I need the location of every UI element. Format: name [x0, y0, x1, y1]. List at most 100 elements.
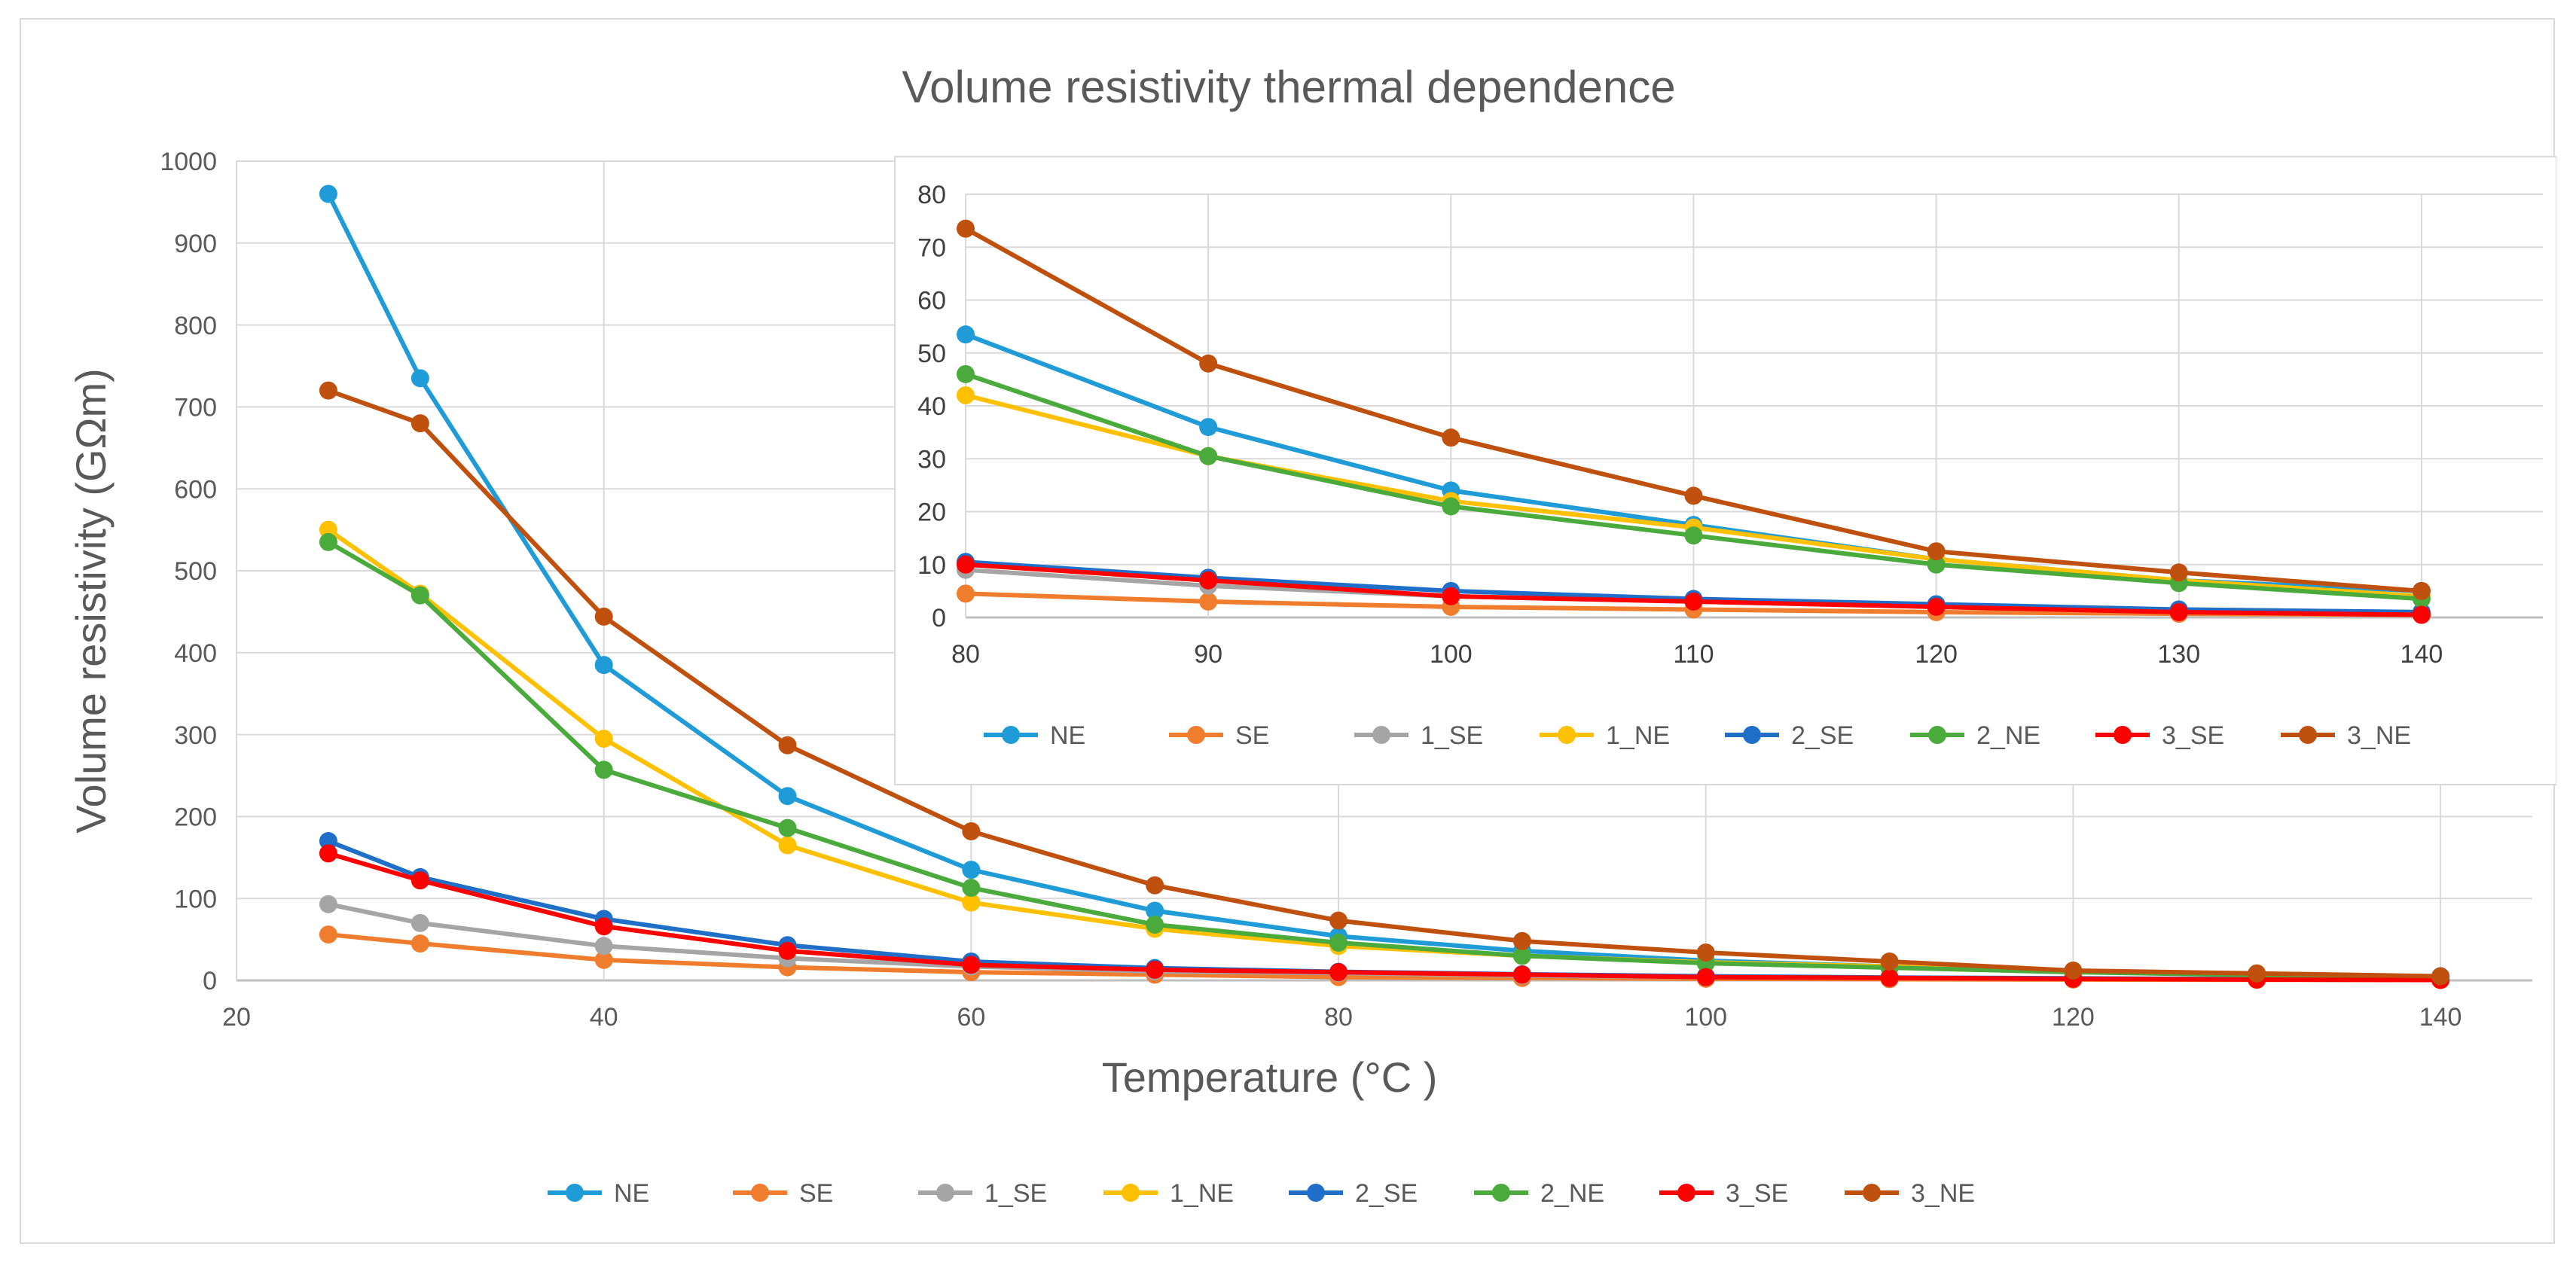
main-point-3_SE	[1329, 963, 1348, 982]
main-point-NE	[1146, 901, 1164, 920]
main-point-3_SE	[962, 956, 981, 974]
main-point-2_NE	[411, 586, 429, 605]
main-y-tick-label: 900	[174, 230, 217, 258]
main-legend-label: SE	[799, 1179, 833, 1208]
main-point-3_NE	[1329, 911, 1348, 930]
main-point-NE	[319, 184, 337, 203]
main-point-SE	[594, 950, 613, 969]
main-y-tick-label: 200	[174, 803, 217, 832]
inset-point-SE	[1199, 592, 1218, 611]
inset-y-tick-label: 10	[917, 551, 946, 580]
inset-point-3_SE	[1442, 587, 1460, 605]
inset-legend-marker	[2299, 726, 2317, 744]
inset-frame	[894, 156, 2556, 785]
main-point-1_NE	[594, 730, 613, 748]
inset-legend-label: NE	[1050, 721, 1085, 750]
main-legend-item: 3_NE	[1845, 1179, 1975, 1208]
main-point-SE	[319, 925, 337, 944]
inset-point-3_NE	[2412, 581, 2431, 600]
inset-y-tick-label: 60	[917, 287, 946, 316]
main-point-2_NE	[1512, 946, 1531, 965]
main-y-tick-label: 600	[174, 475, 217, 504]
inset-point-3_SE	[1927, 597, 1946, 616]
main-point-2_NE	[319, 532, 337, 551]
main-point-NE	[411, 369, 429, 388]
inset-point-2_NE	[1442, 497, 1460, 516]
inset-point-3_NE	[1927, 542, 1946, 561]
inset-y-tick-label: 0	[932, 604, 946, 633]
inset-point-3_SE	[957, 555, 975, 574]
main-legend-marker	[1492, 1184, 1510, 1202]
inset-point-2_NE	[1684, 526, 1703, 545]
main-x-tick-label: 140	[2419, 1003, 2462, 1032]
inset-x-tick-label: 80	[951, 640, 980, 669]
main-point-3_NE	[2431, 967, 2450, 986]
main-point-3_NE	[1146, 876, 1164, 895]
x-axis-title: Temperature (°C )	[1102, 1053, 1438, 1101]
inset-legend-item: 1_NE	[1540, 721, 1670, 750]
main-legend-marker	[1863, 1184, 1881, 1202]
inset-legend-marker	[2114, 726, 2132, 744]
inset-x-tick-label: 90	[1194, 640, 1222, 669]
inset-legend-label: 2_SE	[1791, 721, 1854, 750]
main-y-tick-label: 400	[174, 639, 217, 668]
main-point-NE	[962, 861, 981, 879]
main-legend-label: 3_SE	[1726, 1179, 1788, 1208]
main-legend-marker	[936, 1184, 954, 1202]
inset-legend-marker	[1002, 726, 1020, 744]
main-series-line-2_SE	[327, 839, 2441, 982]
inset-y-tick-label: 20	[917, 498, 946, 527]
main-legend-item: 3_SE	[1659, 1179, 1788, 1208]
main-point-1_SE	[594, 937, 613, 956]
main-legend-item: 1_SE	[918, 1179, 1047, 1208]
inset-point-3_NE	[2169, 563, 2188, 582]
inset-x-tick-label: 110	[1673, 640, 1714, 669]
main-point-3_NE	[2064, 961, 2083, 980]
inset-point-3_NE	[957, 219, 975, 238]
inset-legend-label: 1_SE	[1421, 721, 1483, 750]
main-point-3_NE	[778, 736, 797, 754]
inset-chart: 0 10 20 30 40 50 60 70 80 80 90 100 110 120 130 140 NE SE…	[894, 156, 2556, 785]
main-point-3_NE	[2248, 964, 2266, 983]
inset-legend-item: 2_NE	[1910, 721, 2040, 750]
inset-y-tick-label: 40	[917, 392, 946, 421]
y-axis-title: Volume resistivity (GΩm)	[67, 368, 114, 834]
main-x-tick-label: 100	[1684, 1003, 1727, 1032]
main-legend-label: 2_NE	[1540, 1179, 1604, 1208]
main-legend-item: NE	[548, 1179, 649, 1208]
inset-x-tick-label: 130	[2157, 640, 2200, 669]
main-x-tick-label: 120	[2052, 1003, 2095, 1032]
inset-point-1_NE	[957, 386, 975, 404]
inset-point-3_SE	[2169, 602, 2188, 621]
inset-legend-item: 3_SE	[2095, 721, 2224, 750]
main-point-2_NE	[1146, 916, 1164, 934]
inset-legend-label: SE	[1235, 721, 1269, 750]
main-point-3_NE	[962, 822, 981, 840]
inset-point-NE	[1199, 418, 1218, 437]
main-x-tick-label: 20	[222, 1003, 251, 1032]
inset-legend-item: 2_SE	[1725, 721, 1854, 750]
inset-legend-label: 2_NE	[1976, 721, 2040, 750]
main-point-1_NE	[962, 893, 981, 912]
main-legend-marker	[751, 1184, 769, 1202]
main-point-3_SE	[1146, 960, 1164, 979]
inset-legend-item: SE	[1169, 721, 1269, 750]
inset-point-3_NE	[1684, 486, 1703, 505]
main-legend-marker	[1307, 1184, 1325, 1202]
inset-point-2_NE	[957, 364, 975, 383]
main-point-3_NE	[1512, 931, 1531, 950]
inset-legend-item: NE	[984, 721, 1085, 750]
inset-legend-marker	[1743, 726, 1761, 744]
main-legend-label: NE	[614, 1179, 649, 1208]
main-legend-item: SE	[733, 1179, 833, 1208]
inset-legend-item: 3_NE	[2281, 721, 2411, 750]
main-point-3_SE	[1512, 965, 1531, 984]
inset-point-SE	[957, 584, 975, 603]
inset-legend-label: 3_NE	[2347, 721, 2411, 750]
main-point-SE	[411, 934, 429, 953]
main-point-3_SE	[411, 871, 429, 890]
main-legend-item: 2_SE	[1289, 1179, 1418, 1208]
main-point-1_SE	[319, 895, 337, 913]
main-point-3_NE	[594, 607, 613, 626]
inset-point-3_SE	[1199, 571, 1218, 590]
